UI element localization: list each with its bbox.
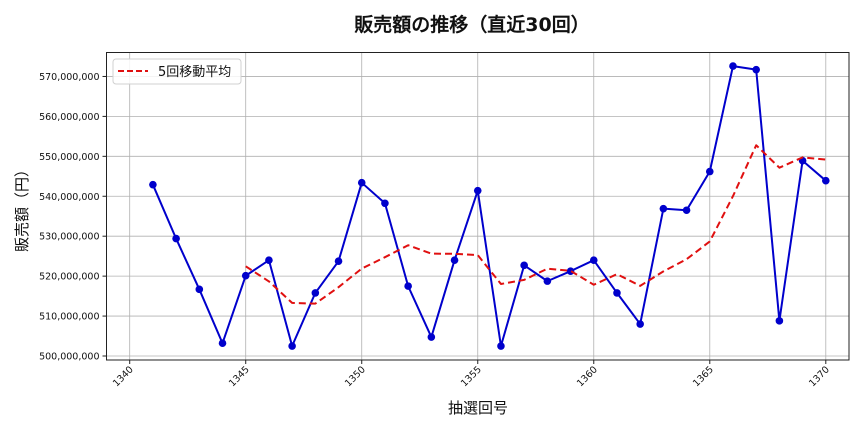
x-axis-ticks: 1340 1345 1350 1355 1360 1365 1370 (111, 360, 832, 389)
legend-label-moving-average: 5回移動平均 (158, 65, 231, 80)
sales-data-point (218, 339, 227, 348)
y-tick-label: 550,000,000 (39, 152, 99, 163)
sales-data-point (149, 180, 157, 189)
y-tick-label: 560,000,000 (39, 112, 99, 123)
y-tick-label: 570,000,000 (39, 72, 99, 83)
y-tick-label: 530,000,000 (39, 232, 99, 243)
y-axis-label: 販売額（円） (13, 162, 31, 252)
x-axis-label: 抽選回号 (448, 399, 508, 417)
sales-data-point (172, 234, 180, 243)
legend-box (112, 58, 242, 85)
sales-data-point (265, 256, 273, 264)
y-tick-label: 510,000,000 (39, 312, 99, 323)
sales-data-point (729, 62, 737, 70)
x-tick-label: 1355 (459, 364, 484, 389)
x-tick-label: 1370 (807, 364, 832, 389)
y-tick-label: 500,000,000 (39, 352, 99, 363)
sales-data-point (682, 206, 691, 215)
grid-lines (106, 52, 849, 360)
sales-data-point (427, 333, 436, 341)
sales-data-point (636, 320, 644, 328)
sales-data-point (775, 317, 784, 325)
moving-average-line (245, 144, 826, 305)
sales-data-point (566, 267, 575, 275)
sales-data-point (613, 289, 621, 297)
sales-data-point (311, 289, 320, 297)
sales-data-point (334, 257, 343, 265)
x-tick-label: 1360 (575, 364, 600, 389)
sales-data-point (241, 271, 250, 280)
sales-data-point (705, 167, 714, 176)
y-tick-label: 540,000,000 (39, 192, 99, 203)
sales-data-point (473, 186, 482, 195)
sales-data-point (543, 277, 552, 285)
sales-data-point (520, 261, 528, 270)
chart-title: 販売額の推移（直近30回） (354, 13, 589, 36)
sales-data-point (404, 282, 412, 290)
x-tick-label: 1345 (227, 364, 252, 389)
x-tick-label: 1365 (691, 364, 716, 389)
x-tick-label: 1350 (343, 364, 368, 389)
sales-data-point (752, 65, 760, 74)
sales-data-point (659, 204, 668, 213)
sales-data-point (381, 199, 389, 208)
sales-line (151, 65, 827, 348)
sales-data-point (357, 178, 366, 187)
sales-data-point (288, 342, 296, 350)
plot-series (149, 62, 830, 350)
y-axis-ticks: 500,000,000 510,000,000 520,000,000 530,000… (39, 72, 107, 363)
sales-data-point (497, 342, 505, 350)
sales-data-point (450, 256, 459, 264)
sales-data-point (195, 285, 204, 294)
sales-data-point (589, 256, 598, 264)
x-tick-label: 1340 (111, 364, 136, 389)
sales-data-point (821, 176, 830, 185)
legend: 5回移動平均 (112, 58, 242, 85)
y-tick-label: 520,000,000 (39, 272, 99, 283)
